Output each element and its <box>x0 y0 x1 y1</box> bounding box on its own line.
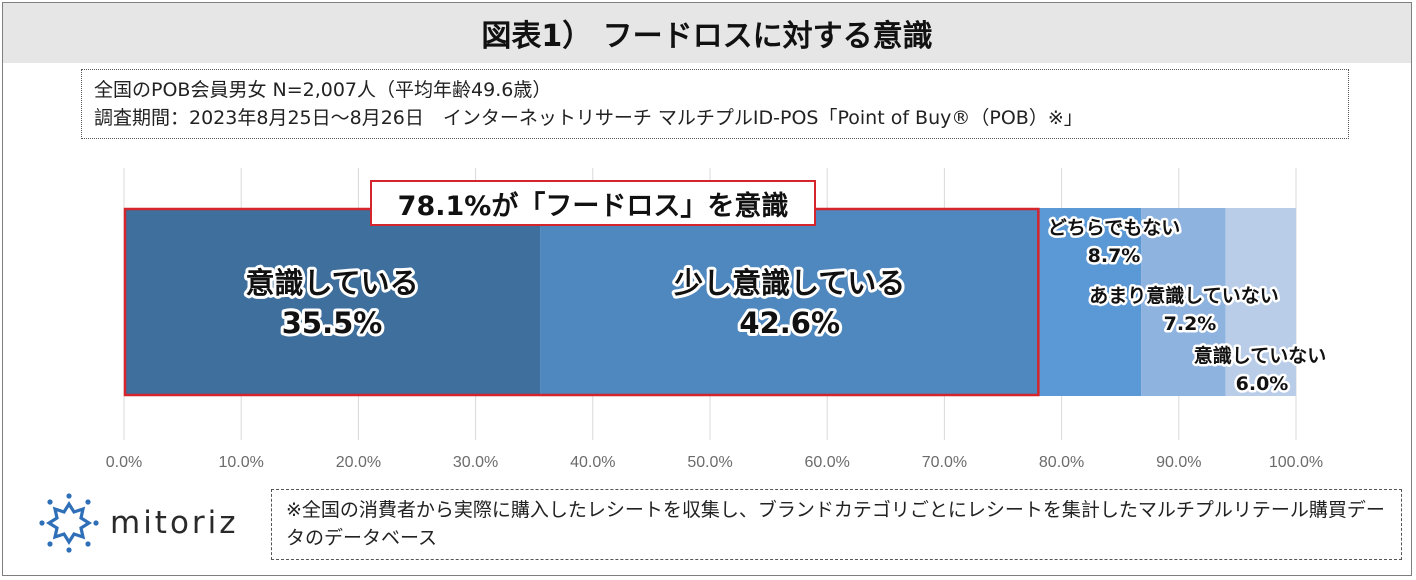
x-tick-label: 60.0% <box>805 454 850 471</box>
footnote-box: ※全国の消費者から実際に購入したレシートを収集し、ブランドカテゴリごとにレシート… <box>271 489 1402 560</box>
segment-value-label: 8.7% <box>1088 245 1141 267</box>
logo-wordmark: mitoriz <box>110 505 239 541</box>
highlight-callout: 78.1%が「フードロス」を意識 <box>370 180 816 226</box>
x-tick-label: 20.0% <box>336 454 381 471</box>
bar-segment <box>124 208 541 396</box>
x-tick-label: 50.0% <box>687 454 732 471</box>
x-tick-label: 0.0% <box>106 454 142 471</box>
bar-segment <box>1039 208 1142 396</box>
x-tick-label: 100.0% <box>1269 454 1323 471</box>
survey-info-line-1: 全国のPOB会員男女 N=2,007人（平均年齢49.6歳） <box>94 79 552 101</box>
x-tick-label: 10.0% <box>219 454 264 471</box>
x-tick-label: 70.0% <box>922 454 967 471</box>
x-tick-label: 30.0% <box>453 454 498 471</box>
survey-info-line-2: 調査期間：2023年8月25日～8月26日 インターネットリサーチ マルチプルI… <box>94 107 1083 129</box>
segment-labels: 意識している 35.5% 少し意識している 42.6% どちらでもない 8.7% あまり意識… <box>242 215 1328 398</box>
segment-value-label: 35.5% <box>282 306 383 340</box>
segment-name-label: どちらでもない <box>1048 217 1180 239</box>
segment-name-label: 意識している <box>245 266 418 300</box>
x-axis-tick-labels: 0.0% 10.0% 20.0% 30.0% 40.0% 50.0% 60.0% 70.0% 8… <box>106 454 1323 471</box>
mitoriz-logo: mitoriz <box>38 493 258 553</box>
bar-segment <box>1141 208 1226 396</box>
segment-name-label: 少し意識している <box>674 266 905 300</box>
segment-value-label: 42.6% <box>739 306 840 340</box>
x-tick-label: 80.0% <box>1039 454 1084 471</box>
x-tick-label: 90.0% <box>1156 454 1201 471</box>
segment-value-label: 6.0% <box>1236 373 1289 395</box>
figure-title: 図表1） フードロスに対する意識 <box>3 3 1411 63</box>
segment-name-label: 意識していない <box>1194 344 1326 367</box>
bar-segment <box>540 208 1040 396</box>
segment-name-label: あまり意識していない <box>1089 284 1278 307</box>
sun-burst-icon <box>39 493 99 553</box>
segment-value-label: 7.2% <box>1164 313 1217 335</box>
x-tick-label: 40.0% <box>570 454 615 471</box>
bar-segment <box>1225 208 1296 396</box>
survey-info-box: 全国のPOB会員男女 N=2,007人（平均年齢49.6歳） 調査期間：2023… <box>81 69 1349 139</box>
